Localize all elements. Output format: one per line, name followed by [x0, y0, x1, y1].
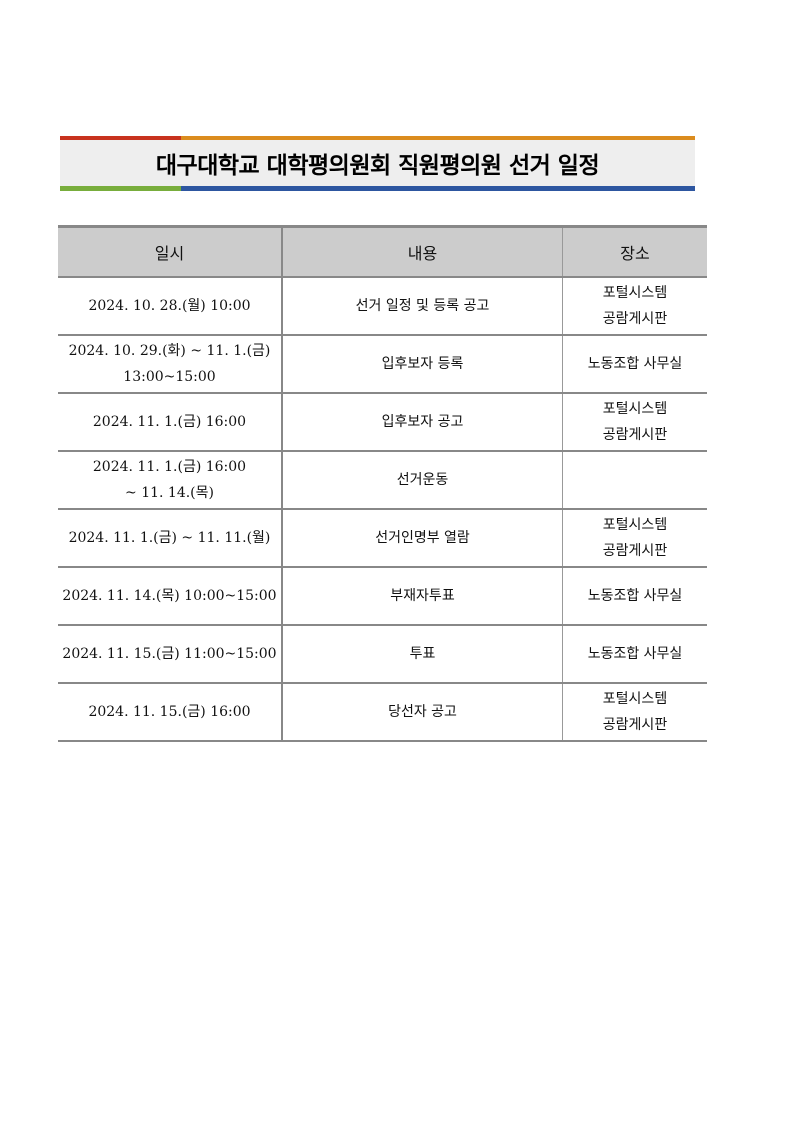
cell-place-line: 포털시스템 [602, 691, 668, 707]
cell-date: 2024. 10. 29.(화) ~ 11. 1.(금) 13:00~15:00 [58, 335, 283, 394]
cell-place-line: 공람게시판 [602, 543, 668, 559]
cell-content: 부재자투표 [282, 567, 563, 626]
cell-place-line: 포털시스템 [602, 401, 668, 417]
cell-date: 2024. 11. 14.(목) 10:00~15:00 [58, 567, 283, 626]
cell-place-line: 포털시스템 [602, 517, 668, 533]
cell-content: 선거 일정 및 등록 공고 [282, 277, 563, 336]
header-place: 장소 [562, 225, 707, 278]
title-banner: 대구대학교 대학평의원회 직원평의원 선거 일정 [60, 136, 695, 191]
cell-date-line: 2024. 11. 14.(목) 10:00~15:00 [62, 588, 277, 604]
cell-date: 2024. 11. 15.(금) 11:00~15:00 [58, 625, 283, 684]
table-row: 2024. 11. 1.(금) ~ 11. 11.(월) 선거인명부 열람 포털시스… [58, 509, 707, 568]
cell-date-line: 13:00~15:00 [123, 369, 216, 385]
cell-content: 당선자 공고 [282, 683, 563, 742]
table-row: 2024. 11. 14.(목) 10:00~15:00 부재자투표 노동조합 사무… [58, 567, 707, 626]
table-row: 2024. 11. 1.(금) 16:00 ~ 11. 14.(목) 선거운동 [58, 451, 707, 510]
table-row: 2024. 11. 1.(금) 16:00 입후보자 공고 포털시스템 공람게시판 [58, 393, 707, 452]
table-header-row: 일시 내용 장소 [58, 225, 707, 278]
cell-date-line: 2024. 11. 1.(금) 16:00 [92, 459, 247, 475]
cell-date: 2024. 11. 1.(금) 16:00 [58, 393, 283, 452]
cell-date-line: 2024. 10. 28.(월) 10:00 [88, 298, 251, 314]
cell-place-line: 노동조합 사무실 [587, 356, 683, 372]
cell-date: 2024. 11. 15.(금) 16:00 [58, 683, 283, 742]
header-date: 일시 [58, 225, 283, 278]
cell-place [562, 451, 707, 510]
header-content: 내용 [282, 225, 563, 278]
table-row: 2024. 10. 29.(화) ~ 11. 1.(금) 13:00~15:00 입… [58, 335, 707, 394]
table-row: 2024. 11. 15.(금) 16:00 당선자 공고 포털시스템 공람게시판 [58, 683, 707, 742]
cell-date-line: 2024. 11. 1.(금) ~ 11. 11.(월) [68, 530, 271, 546]
title-bottom-rule [60, 186, 695, 191]
cell-place-line: 공람게시판 [602, 427, 668, 443]
table-row: 2024. 11. 15.(금) 11:00~15:00 투표 노동조합 사무실 [58, 625, 707, 684]
cell-date-line: 2024. 11. 1.(금) 16:00 [92, 414, 247, 430]
cell-place: 노동조합 사무실 [562, 625, 707, 684]
title-top-rule [60, 136, 695, 140]
cell-date-line: 2024. 11. 15.(금) 16:00 [88, 704, 251, 720]
cell-place-line: 포털시스템 [602, 285, 668, 301]
cell-date: 2024. 10. 28.(월) 10:00 [58, 277, 283, 336]
cell-date-line: ~ 11. 14.(목) [125, 485, 214, 501]
cell-place-line: 노동조합 사무실 [587, 646, 683, 662]
cell-date-line: 2024. 11. 15.(금) 11:00~15:00 [62, 646, 277, 662]
cell-content: 입후보자 등록 [282, 335, 563, 394]
table-row: 2024. 10. 28.(월) 10:00 선거 일정 및 등록 공고 포털시스템… [58, 277, 707, 336]
cell-place-line: 공람게시판 [602, 311, 668, 327]
cell-content: 입후보자 공고 [282, 393, 563, 452]
cell-content: 투표 [282, 625, 563, 684]
cell-date: 2024. 11. 1.(금) 16:00 ~ 11. 14.(목) [58, 451, 283, 510]
cell-date-line: 2024. 10. 29.(화) ~ 11. 1.(금) [68, 343, 271, 359]
cell-date: 2024. 11. 1.(금) ~ 11. 11.(월) [58, 509, 283, 568]
cell-content: 선거운동 [282, 451, 563, 510]
cell-place-line: 공람게시판 [602, 717, 668, 733]
schedule-table: 일시 내용 장소 2024. 10. 28.(월) 10:00 선거 일정 및 등… [58, 225, 707, 742]
cell-place: 노동조합 사무실 [562, 335, 707, 394]
cell-place-line: 노동조합 사무실 [587, 588, 683, 604]
page-title: 대구대학교 대학평의원회 직원평의원 선거 일정 [60, 140, 695, 186]
cell-content: 선거인명부 열람 [282, 509, 563, 568]
cell-place: 노동조합 사무실 [562, 567, 707, 626]
